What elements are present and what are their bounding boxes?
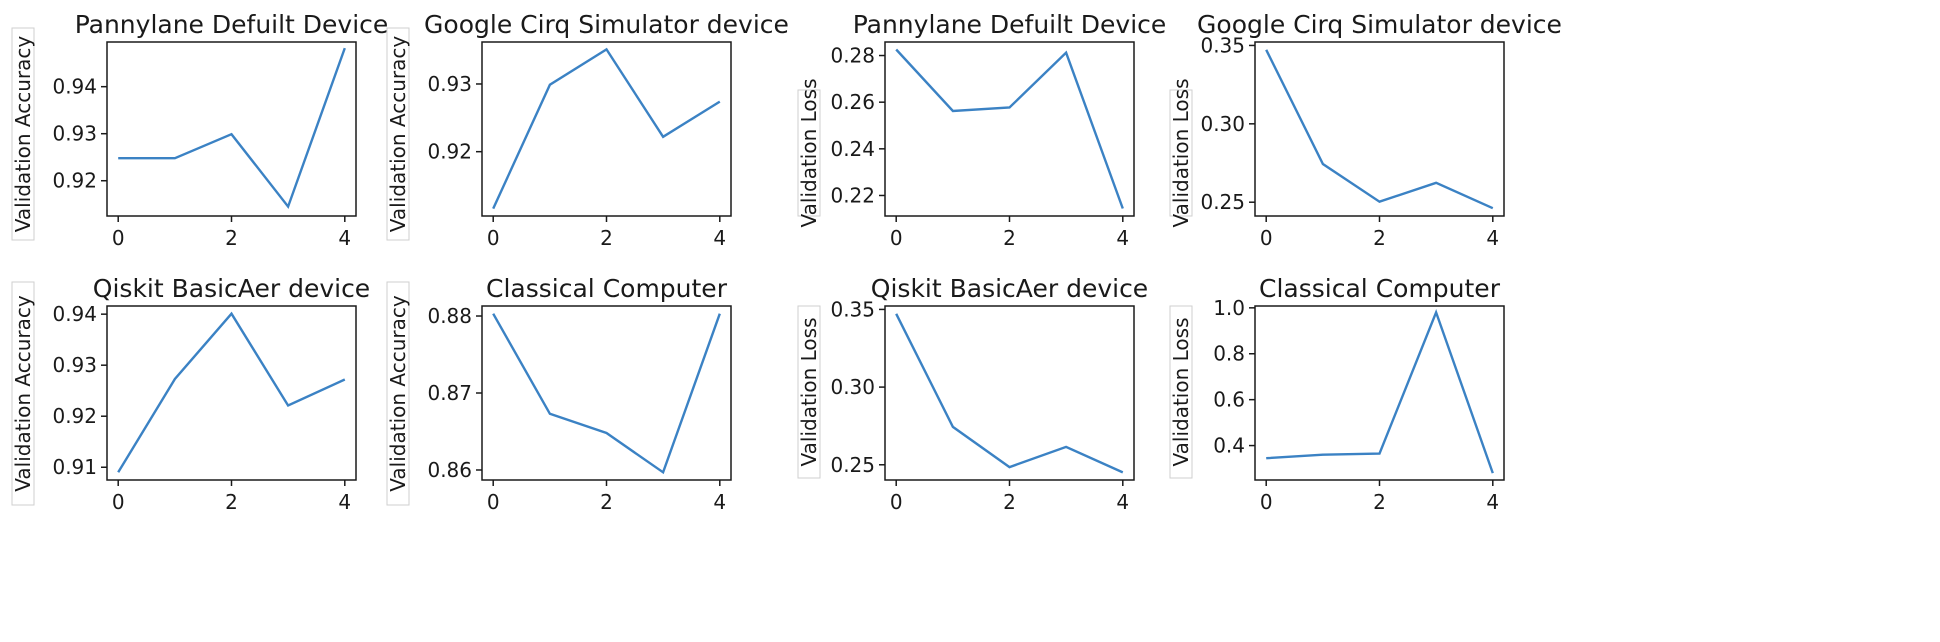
x-tick-label: 2 bbox=[1003, 226, 1016, 250]
y-tick-label: 0.94 bbox=[52, 75, 97, 99]
series-line bbox=[1266, 308, 1494, 474]
plot-frame bbox=[481, 305, 732, 481]
series-line bbox=[492, 47, 721, 210]
series-line bbox=[117, 311, 346, 473]
series-line bbox=[492, 313, 721, 475]
chart-4: Google Cirq Simulator device Validation L… bbox=[1169, 10, 1562, 250]
ylabel-frame bbox=[1169, 305, 1193, 479]
x-tick-label: 0 bbox=[112, 226, 125, 250]
plot-frame bbox=[884, 305, 1135, 481]
x-tick-label: 0 bbox=[1260, 490, 1273, 514]
y-tick-label: 0.87 bbox=[427, 381, 472, 405]
ylabel-frame bbox=[386, 27, 410, 241]
y-tick-label: 0.93 bbox=[52, 122, 97, 146]
series-line bbox=[118, 47, 346, 210]
chart-title: Google Cirq Simulator device bbox=[1197, 10, 1562, 39]
y-tick-label: 0.94 bbox=[52, 302, 97, 326]
y-tick-label: 0.26 bbox=[830, 90, 875, 114]
x-tick-label: 4 bbox=[1486, 226, 1499, 250]
ylabel-frame bbox=[11, 281, 35, 506]
y-axis-label: Validation Loss bbox=[797, 79, 821, 228]
y-tick-label: 0.28 bbox=[830, 44, 875, 68]
series-line bbox=[895, 313, 1124, 474]
y-tick-label: 0.4 bbox=[1213, 434, 1245, 458]
x-tick-label: 4 bbox=[1116, 226, 1129, 250]
y-axis-label: Validation Accuracy bbox=[11, 36, 35, 233]
y-axis-label: Validation Loss bbox=[1169, 79, 1193, 228]
x-tick-label: 4 bbox=[713, 226, 726, 250]
chart-7: Qiskit BasicAer device Validation Loss 0 2 4… bbox=[797, 274, 1148, 514]
ylabel-frame bbox=[797, 89, 821, 217]
y-axis-label: Validation Loss bbox=[797, 318, 821, 467]
ylabel-frame bbox=[11, 27, 35, 241]
x-tick-label: 4 bbox=[338, 490, 351, 514]
chart-6: Classical Computer Validation Accuracy 0 2 4… bbox=[386, 274, 732, 514]
y-tick-label: 0.91 bbox=[52, 455, 97, 479]
chart-3: Pannylane Defuilt Device Validation Loss 0… bbox=[797, 10, 1166, 250]
plot-frame bbox=[1254, 41, 1505, 217]
x-tick-label: 2 bbox=[1373, 226, 1386, 250]
chart-title: Classical Computer bbox=[486, 274, 728, 303]
y-axis-label: Validation Accuracy bbox=[386, 295, 410, 492]
chart-8: Classical Computer Validation Loss 0 2 4 0.4 0… bbox=[1169, 274, 1505, 514]
plot-frame bbox=[481, 41, 732, 217]
x-tick-label: 0 bbox=[487, 490, 500, 514]
x-tick-label: 2 bbox=[1003, 490, 1016, 514]
x-tick-label: 0 bbox=[112, 490, 125, 514]
plot-frame bbox=[884, 41, 1135, 217]
x-tick-label: 0 bbox=[487, 226, 500, 250]
y-tick-label: 0.24 bbox=[830, 137, 875, 161]
y-axis-label: Validation Accuracy bbox=[11, 295, 35, 492]
y-tick-label: 1.0 bbox=[1213, 296, 1245, 320]
chart-title: Pannylane Defuilt Device bbox=[853, 10, 1167, 39]
y-tick-label: 0.35 bbox=[1200, 33, 1245, 57]
x-tick-label: 4 bbox=[338, 226, 351, 250]
chart-title: Google Cirq Simulator device bbox=[424, 10, 789, 39]
x-tick-label: 0 bbox=[1260, 226, 1273, 250]
y-tick-label: 0.92 bbox=[427, 140, 472, 164]
series-line bbox=[1265, 49, 1494, 210]
chart-title: Pannylane Defuilt Device bbox=[75, 10, 389, 39]
x-tick-label: 0 bbox=[890, 226, 903, 250]
plot-frame bbox=[106, 41, 357, 217]
y-tick-label: 0.86 bbox=[427, 458, 472, 482]
y-axis-label: Validation Accuracy bbox=[386, 36, 410, 233]
y-tick-label: 0.92 bbox=[52, 404, 97, 428]
y-tick-label: 0.35 bbox=[830, 297, 875, 321]
chart-1: Pannylane Defuilt Device Validation Accur… bbox=[11, 10, 388, 250]
chart-5: Qiskit BasicAer device Validation Accurac… bbox=[11, 274, 370, 514]
x-tick-label: 4 bbox=[1116, 490, 1129, 514]
y-tick-label: 0.6 bbox=[1213, 388, 1245, 412]
x-tick-label: 2 bbox=[225, 226, 238, 250]
chart-title: Qiskit BasicAer device bbox=[93, 274, 370, 303]
x-tick-label: 4 bbox=[713, 490, 726, 514]
plot-frame bbox=[106, 305, 357, 481]
y-tick-label: 0.22 bbox=[830, 183, 875, 207]
x-tick-label: 2 bbox=[225, 490, 238, 514]
chart-title: Classical Computer bbox=[1259, 274, 1501, 303]
y-tick-label: 0.93 bbox=[427, 72, 472, 96]
chart-title: Qiskit BasicAer device bbox=[871, 274, 1148, 303]
y-tick-label: 0.88 bbox=[427, 304, 472, 328]
y-tick-label: 0.93 bbox=[52, 353, 97, 377]
chart-2: Google Cirq Simulator device Validation A… bbox=[386, 10, 789, 250]
y-tick-label: 0.25 bbox=[830, 453, 875, 477]
x-tick-label: 2 bbox=[600, 226, 613, 250]
ylabel-frame bbox=[797, 305, 821, 479]
y-tick-label: 0.8 bbox=[1213, 342, 1245, 366]
ylabel-frame bbox=[386, 281, 410, 506]
y-tick-label: 0.92 bbox=[52, 169, 97, 193]
y-axis-label: Validation Loss bbox=[1169, 318, 1193, 467]
x-tick-label: 2 bbox=[1373, 490, 1386, 514]
y-tick-label: 0.25 bbox=[1200, 190, 1245, 214]
y-tick-label: 0.30 bbox=[1200, 112, 1245, 136]
ylabel-frame bbox=[1169, 89, 1193, 217]
y-tick-label: 0.30 bbox=[830, 375, 875, 399]
series-line bbox=[895, 48, 1124, 209]
x-tick-label: 2 bbox=[600, 490, 613, 514]
x-tick-label: 4 bbox=[1486, 490, 1499, 514]
x-tick-label: 0 bbox=[890, 490, 903, 514]
